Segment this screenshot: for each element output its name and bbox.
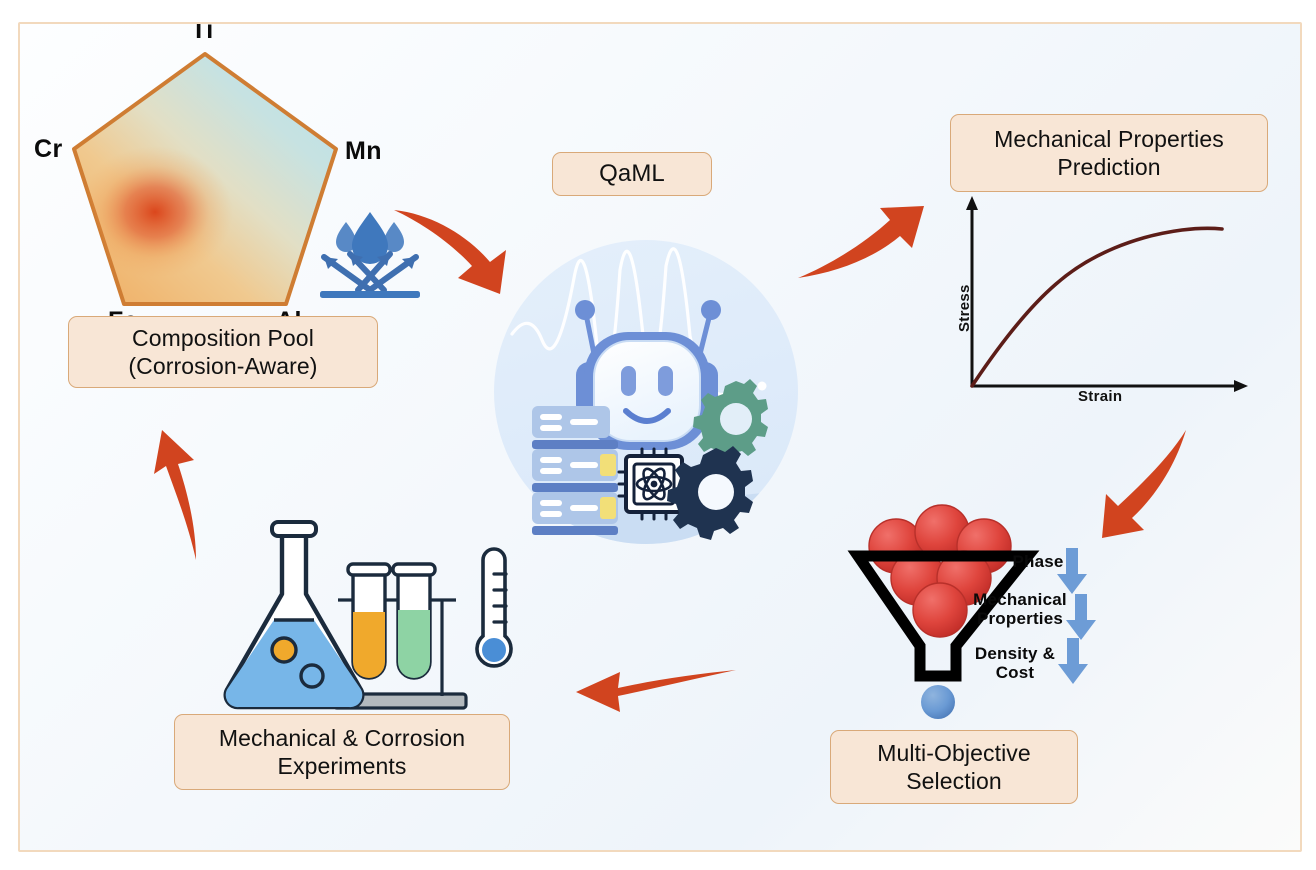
chip-mechanical-corrosion-experiments[interactable]: Mechanical & Corrosion Experiments: [174, 714, 510, 790]
water-repellent-icon: [318, 207, 422, 303]
arrow-prediction-to-selection: [1102, 430, 1186, 538]
lab-glassware-icon: [206, 502, 536, 732]
pentagon-vertex-label-mn: Mn: [345, 137, 382, 165]
pentagon-vertex-label-ti: Ti: [191, 22, 214, 44]
stress-strain-chart: Stress Strain: [950, 192, 1280, 405]
figure-canvas: Ti Mn Al Fe Cr: [18, 22, 1302, 852]
composition-pentagon: Ti Mn Al Fe Cr: [34, 24, 382, 335]
chip-mechanical-properties-prediction[interactable]: Mechanical Properties Prediction: [950, 114, 1268, 192]
criterion-label-density-cost: Density & Cost: [974, 644, 1056, 683]
criterion-label-phase: Phase: [1012, 552, 1064, 571]
arrow-qaml-to-prediction: [798, 206, 924, 278]
down-arrow-icon-phase: [1057, 548, 1087, 594]
ai-robot-icon: [488, 234, 804, 550]
criterion-label-mechanical-properties: Mechanical Properties: [973, 590, 1067, 629]
arrow-selection-to-experiments: [576, 670, 736, 712]
pentagon-vertex-label-cr: Cr: [34, 135, 63, 163]
arrow-experiments-to-composition: [154, 430, 196, 560]
down-arrow-icon-mechanical: [1066, 594, 1096, 640]
chart-xlabel: Strain: [1078, 388, 1123, 405]
down-arrow-icon-density: [1058, 638, 1088, 684]
chip-qaml[interactable]: QaML: [552, 152, 712, 196]
chart-ylabel: Stress: [956, 284, 973, 332]
chip-composition-pool[interactable]: Composition Pool (Corrosion-Aware): [68, 316, 378, 388]
chip-multi-objective-selection[interactable]: Multi-Objective Selection: [830, 730, 1078, 804]
funnel-icon: [847, 494, 1070, 724]
